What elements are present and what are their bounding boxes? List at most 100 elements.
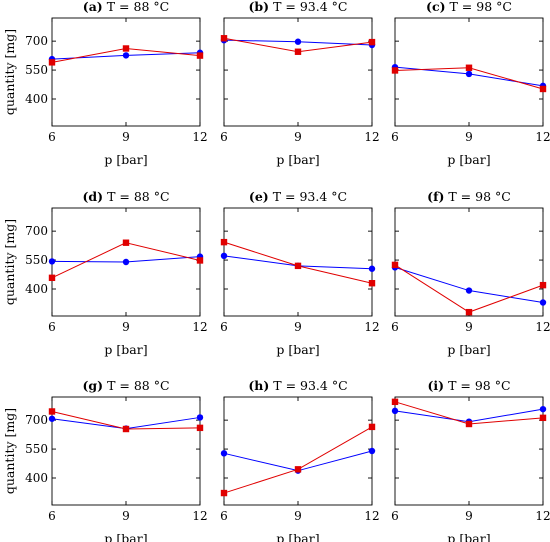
data-point	[122, 239, 130, 246]
x-tick-label: 12	[364, 320, 379, 334]
series-blue	[220, 36, 376, 49]
data-point	[122, 52, 130, 59]
data-point	[465, 308, 473, 316]
x-axis-label: p [bar]	[104, 152, 147, 167]
panel-title: (e) T = 93.4 °C	[249, 189, 347, 204]
panel-letter: (d)	[82, 189, 103, 204]
y-axis-label: quantity [mg]	[2, 219, 17, 305]
x-tick-label: 12	[364, 509, 379, 523]
data-point	[220, 489, 228, 497]
x-tick-label: 9	[294, 509, 302, 523]
y-tick-label: 700	[25, 34, 48, 48]
panel-title-text: T = 88 °C	[107, 189, 169, 204]
panel-title: (g) T = 88 °C	[82, 378, 169, 393]
plot-frame	[51, 396, 201, 506]
data-point	[48, 415, 56, 422]
data-point	[539, 85, 547, 93]
panel-title: (b) T = 93.4 °C	[249, 0, 348, 14]
x-axis-label: p [bar]	[104, 342, 147, 357]
data-point	[465, 420, 473, 428]
plot-frame	[223, 17, 373, 127]
data-point	[391, 407, 399, 415]
panel-letter: (b)	[249, 0, 270, 14]
data-point	[368, 265, 376, 272]
x-tick-label: 9	[122, 509, 130, 523]
x-axis-label: p [bar]	[447, 342, 490, 357]
panel-letter: (f)	[427, 189, 444, 204]
data-point	[368, 423, 376, 431]
y-tick-label: 550	[25, 442, 48, 456]
y-tick-label: 400	[25, 282, 48, 296]
y-tick-label: 400	[25, 471, 48, 485]
x-tick-label: 12	[535, 130, 550, 144]
data-point	[539, 299, 547, 306]
data-point	[122, 258, 130, 266]
y-axis-label: quantity [mg]	[2, 408, 17, 494]
data-point	[220, 252, 228, 260]
x-tick-label: 12	[535, 509, 550, 523]
data-point	[196, 424, 204, 432]
data-point	[48, 258, 56, 265]
data-point	[122, 45, 130, 52]
x-tick-label: 9	[465, 130, 473, 144]
series-red	[220, 423, 376, 497]
data-point	[196, 257, 204, 264]
x-tick-label: 12	[192, 509, 207, 523]
y-tick-label: 700	[25, 224, 48, 238]
x-axis-label: p [bar]	[104, 531, 147, 542]
series-red	[220, 35, 376, 55]
panel-letter: (a)	[83, 0, 103, 14]
x-tick-label: 6	[48, 509, 56, 523]
panel-letter: (i)	[427, 378, 444, 393]
data-point	[220, 35, 228, 42]
panel-g: (g) T = 88 °C 6 9 12 400 550 700 p [bar] quantity…	[2, 378, 208, 542]
panel-title-text: T = 88 °C	[107, 0, 169, 14]
panel-letter: (c)	[426, 0, 445, 14]
panel-letter: (h)	[248, 378, 269, 393]
x-tick-label: 12	[192, 130, 207, 144]
data-point	[48, 274, 56, 282]
data-point	[539, 405, 547, 413]
panel-title: (a) T = 88 °C	[83, 0, 169, 14]
panel-e: (e) T = 93.4 °C 6 9 12 p [bar]	[220, 189, 379, 357]
x-tick-label: 9	[294, 130, 302, 144]
data-point	[196, 414, 204, 421]
data-point	[48, 59, 56, 66]
y-axis-label: quantity [mg]	[2, 29, 17, 115]
series-red	[48, 239, 204, 282]
x-tick-label: 6	[48, 320, 56, 334]
series-red	[391, 261, 547, 316]
x-axis-label: p [bar]	[447, 531, 490, 542]
panel-letter: (e)	[249, 189, 269, 204]
panel-title-text: T = 93.4 °C	[273, 378, 347, 393]
panel-title-text: T = 93.4 °C	[273, 0, 347, 14]
series-red	[220, 238, 376, 287]
plot-frame	[394, 207, 544, 317]
x-tick-label: 6	[220, 509, 228, 523]
series-red	[48, 408, 204, 433]
series-red	[391, 64, 547, 93]
panel-c: (c) T = 98 °C 6 9 12 p [bar]	[391, 0, 550, 167]
panel-title: (h) T = 93.4 °C	[248, 378, 347, 393]
panel-b: (b) T = 93.4 °C 6 9 12 p [bar]	[220, 0, 379, 167]
data-point	[294, 466, 302, 473]
data-point	[368, 38, 376, 46]
x-tick-label: 6	[391, 509, 399, 523]
data-point	[196, 52, 204, 59]
data-point	[539, 281, 547, 289]
plot-frame	[223, 207, 373, 317]
y-tick-label: 550	[25, 253, 48, 267]
data-point	[294, 38, 302, 45]
data-point	[294, 48, 302, 55]
x-tick-label: 12	[192, 320, 207, 334]
panel-title: (f) T = 98 °C	[427, 189, 511, 204]
series-red	[391, 398, 547, 428]
panel-title-text: T = 98 °C	[448, 189, 510, 204]
x-tick-label: 9	[465, 320, 473, 334]
panel-letter: (g)	[82, 378, 103, 393]
data-point	[368, 447, 376, 455]
x-tick-label: 6	[220, 130, 228, 144]
x-tick-label: 6	[48, 130, 56, 144]
x-axis-label: p [bar]	[276, 152, 319, 167]
